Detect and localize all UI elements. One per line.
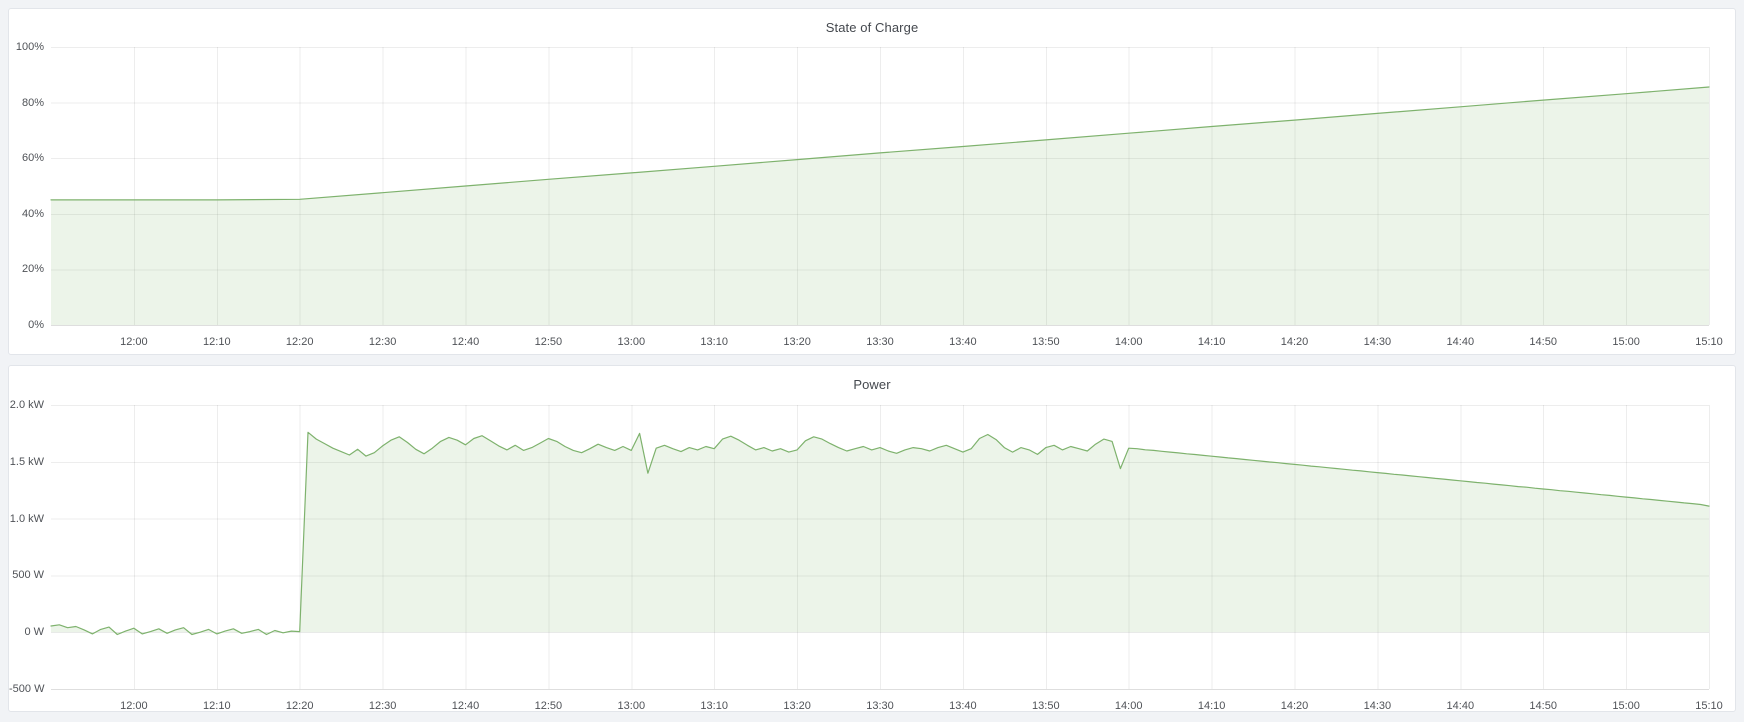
x-axis-label: 14:50 [1529, 336, 1557, 348]
x-axis-label: 14:20 [1280, 700, 1309, 712]
x-axis-label: 13:10 [700, 700, 728, 712]
power-chart[interactable]: 12:00 12:10 12:20 12:30 12:40 12:50 13:00 13:10… [9, 366, 1735, 712]
series-area [51, 432, 1709, 635]
y-axis-label: 1.5 kW [9, 455, 44, 468]
x-axis-label: 12:00 [120, 336, 148, 348]
x-axis-label: 13:20 [783, 700, 811, 712]
panel-title-power[interactable]: Power [853, 377, 891, 392]
y-axis-label: -500 W [9, 683, 45, 695]
series-line [50, 431, 1710, 636]
y-axis-label: 20% [21, 263, 44, 276]
y-axis-label: 100% [15, 41, 44, 53]
x-axis-label: 14:30 [1363, 700, 1392, 712]
x-axis-label: 13:50 [1032, 336, 1060, 348]
x-axis-label: 12:20 [285, 700, 314, 712]
x-axis-label: 13:40 [949, 700, 977, 712]
x-axis-label: 15:00 [1612, 336, 1640, 348]
x-axis-label: 14:50 [1529, 700, 1557, 712]
x-axis-label: 14:10 [1197, 336, 1226, 348]
x-axis-label: 12:00 [120, 700, 148, 712]
x-axis-label: 13:40 [949, 336, 977, 348]
x-axis-label: 12:50 [534, 700, 563, 712]
soc-plot-area[interactable] [50, 47, 1710, 326]
x-axis-label: 12:20 [285, 336, 314, 348]
panel-power: Power 12:00 12:10 12:20 12:30 12:40 12:50 13:0… [8, 365, 1736, 712]
x-axis-label: 14:40 [1446, 336, 1475, 348]
x-axis-label: 13:10 [700, 336, 728, 348]
y-axis-label: 0% [28, 319, 44, 331]
x-axis-label: 12:10 [203, 336, 231, 348]
x-axis-label: 13:20 [783, 336, 811, 348]
x-axis-label: 14:40 [1446, 700, 1475, 712]
x-axis-label: 12:30 [368, 700, 397, 712]
panel-state-of-charge: State of Charge 12:00 12:10 12:20 12:30 12:4… [8, 8, 1736, 355]
x-axis-label: 12:40 [451, 336, 480, 348]
x-axis-label: 13:50 [1032, 700, 1060, 712]
power-plot-area[interactable] [50, 405, 1710, 690]
y-axis-label: 80% [21, 96, 44, 109]
x-axis-label: 14:10 [1197, 700, 1226, 712]
panel-title-state-of-charge[interactable]: State of Charge [825, 20, 919, 35]
x-axis-label: 13:30 [866, 336, 894, 348]
x-axis-label: 12:50 [534, 336, 563, 348]
x-axis-label: 14:00 [1114, 700, 1143, 712]
x-axis-label: 12:30 [368, 336, 397, 348]
y-axis-label: 1.0 kW [9, 512, 44, 525]
series-area [51, 87, 1709, 325]
y-axis-label: 500 W [12, 569, 44, 582]
x-axis-label: 15:00 [1612, 700, 1640, 712]
x-axis-label: 13:00 [617, 700, 646, 712]
x-axis-label: 13:00 [617, 336, 646, 348]
x-axis-label: 15:10 [1695, 700, 1723, 712]
state-of-charge-chart[interactable]: 12:00 12:10 12:20 12:30 12:40 12:50 13:00 13:10… [9, 9, 1735, 354]
x-axis-label: 13:30 [866, 700, 894, 712]
x-axis-label: 14:30 [1363, 336, 1392, 348]
y-axis-label: 40% [21, 207, 44, 220]
x-axis-label: 14:20 [1280, 336, 1309, 348]
y-axis-label: 2.0 kW [9, 399, 44, 411]
x-axis-label: 12:10 [203, 700, 231, 712]
x-axis-label: 15:10 [1695, 336, 1723, 348]
y-axis-label: 0 W [24, 626, 44, 639]
y-axis-label: 60% [21, 152, 44, 165]
series-line [50, 86, 1710, 201]
x-axis-label: 12:40 [451, 700, 480, 712]
x-axis-label: 14:00 [1114, 336, 1143, 348]
